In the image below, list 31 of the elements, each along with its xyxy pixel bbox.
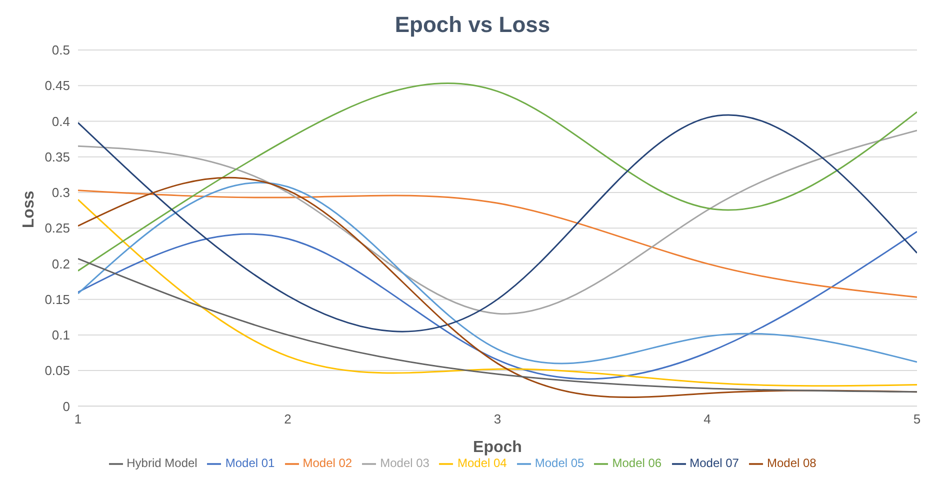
y-tick-label: 0.45 (44, 78, 70, 94)
x-tick-label: 3 (494, 411, 502, 426)
line-series (78, 130, 917, 314)
x-tick-label: 4 (704, 411, 711, 426)
legend-label: Model 07 (690, 456, 739, 470)
x-tick-label: 2 (284, 411, 292, 426)
legend-label: Model 06 (612, 456, 662, 470)
legend-label: Hybrid Model (126, 456, 198, 470)
legend-label: Model 08 (766, 456, 816, 470)
y-tick-label: 0.4 (52, 114, 70, 129)
y-tick-label: 0.25 (44, 220, 70, 236)
y-tick-label: 0.3 (52, 185, 70, 200)
x-tick-label: 1 (74, 411, 82, 426)
legend-label: Model 01 (225, 456, 275, 470)
y-tick-label: 0.1 (52, 328, 70, 343)
legend-label: Model 04 (457, 456, 507, 470)
legend-label: Model 02 (302, 456, 352, 470)
legend-label: Model 05 (534, 456, 584, 470)
y-tick-label: 0.15 (44, 292, 70, 307)
y-tick-label: 0 (62, 398, 70, 414)
y-tick-label: 0.05 (44, 363, 70, 378)
y-tick-label: 0.5 (52, 42, 70, 58)
y-tick-label: 0.35 (44, 149, 70, 164)
x-tick-label: 5 (913, 411, 921, 426)
y-axis-title: Loss (20, 190, 38, 228)
line-series (78, 190, 917, 298)
line-series (78, 258, 917, 393)
y-tick-label: 0.2 (52, 256, 70, 272)
legend-label: Model 03 (380, 456, 430, 470)
x-axis-title: Epoch (473, 439, 522, 456)
chart-title: Epoch vs Loss (394, 11, 552, 39)
